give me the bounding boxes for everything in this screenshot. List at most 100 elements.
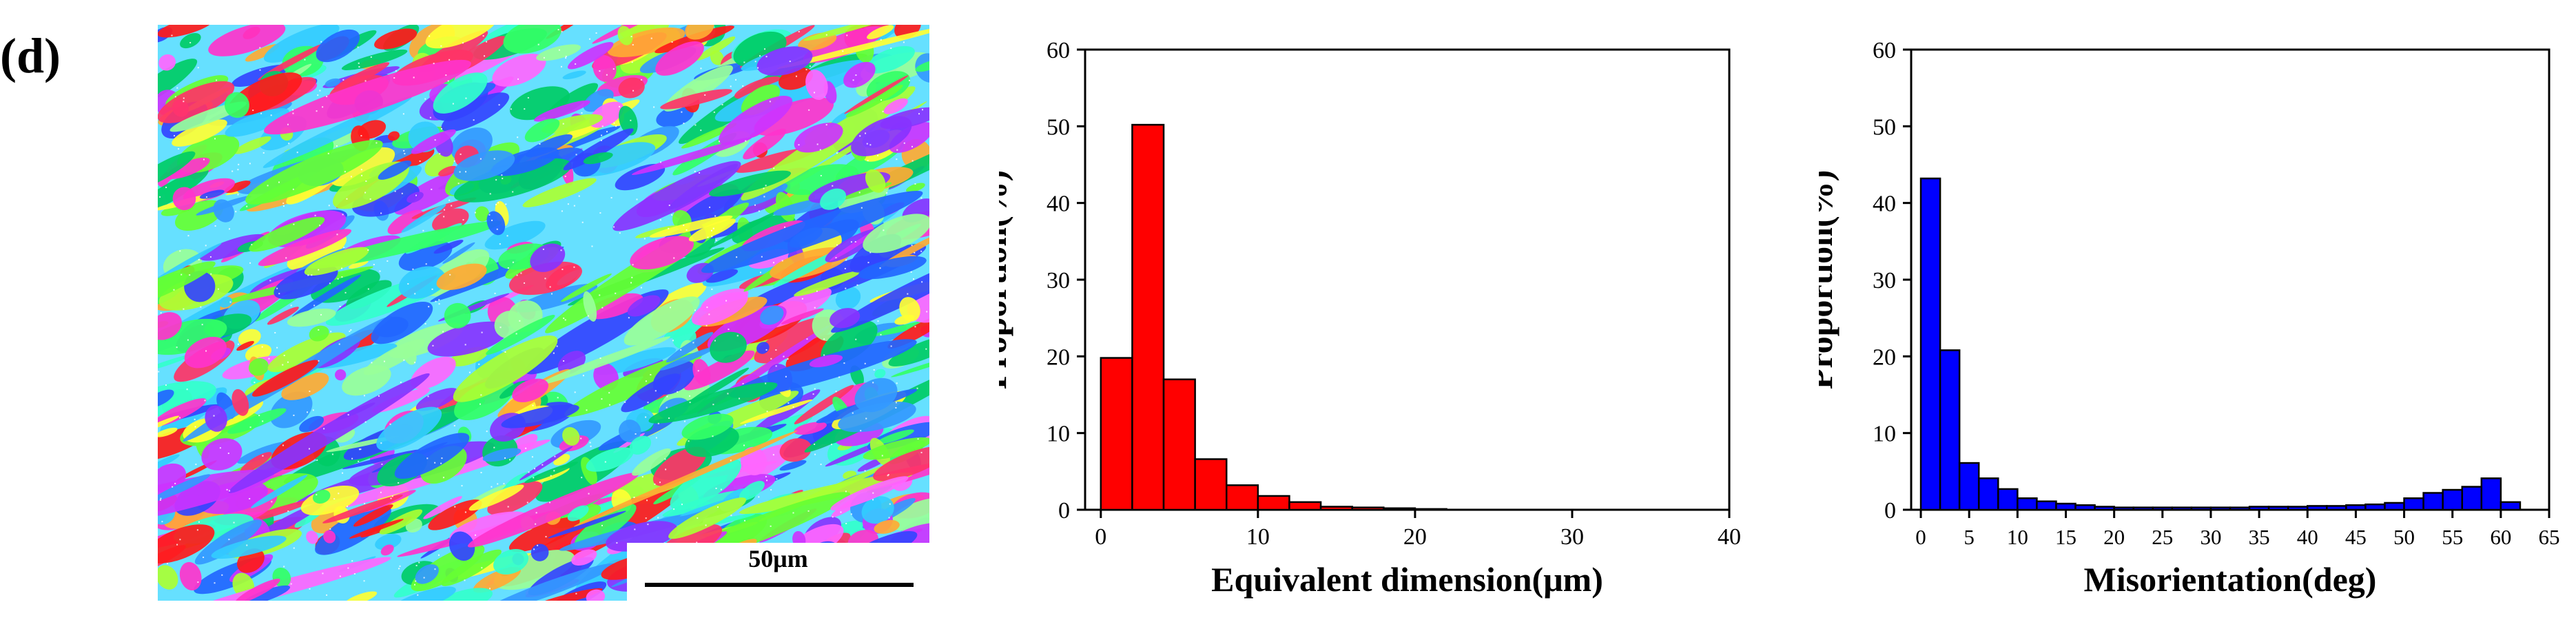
- ebsd-speck: [318, 360, 319, 362]
- ebsd-speck: [816, 291, 818, 292]
- ebsd-speck: [609, 404, 610, 406]
- ebsd-speck: [349, 331, 350, 332]
- ebsd-speck: [602, 125, 604, 127]
- ebsd-speck: [171, 35, 172, 37]
- ebsd-speck: [292, 109, 293, 110]
- ebsd-speck: [422, 230, 424, 231]
- ebsd-speck: [189, 274, 190, 276]
- ebsd-speck: [855, 241, 856, 242]
- ebsd-speck: [309, 391, 310, 392]
- ebsd-speck: [403, 150, 404, 152]
- ebsd-speck: [486, 41, 487, 43]
- ebsd-speck: [246, 545, 247, 546]
- ebsd-speck: [601, 525, 603, 526]
- ebsd-speck: [488, 214, 490, 216]
- ebsd-speck: [371, 362, 372, 363]
- ebsd-speck: [392, 495, 393, 497]
- ebsd-speck: [563, 360, 564, 362]
- ebsd-speck: [711, 230, 712, 231]
- ebsd-speck: [689, 395, 690, 397]
- ebsd-speck: [681, 504, 683, 505]
- ebsd-speck: [706, 307, 708, 308]
- ebsd-speck: [601, 398, 602, 400]
- ebsd-speck: [860, 430, 861, 431]
- ebsd-speck: [449, 59, 450, 61]
- ebsd-speck: [889, 504, 891, 505]
- ebsd-speck: [722, 104, 723, 105]
- ebsd-speck: [340, 306, 341, 307]
- ebsd-speck: [835, 257, 836, 258]
- ebsd-speck: [251, 244, 252, 245]
- ebsd-speck: [599, 70, 600, 72]
- ebsd-speck: [365, 422, 367, 423]
- ebsd-speck: [269, 280, 271, 281]
- ebsd-speck: [907, 293, 908, 295]
- ebsd-speck: [727, 393, 728, 394]
- ebsd-speck: [757, 68, 759, 69]
- ebsd-speck: [653, 106, 655, 107]
- ebsd-speck: [361, 175, 362, 176]
- ebsd-speck: [271, 501, 272, 502]
- ebsd-speck: [759, 55, 761, 56]
- histogram-bar: [2037, 501, 2056, 510]
- y-tick-label: 20: [1873, 344, 1896, 370]
- ebsd-speck: [336, 145, 338, 147]
- histogram-bar: [1352, 508, 1384, 510]
- ebsd-speck: [525, 448, 526, 449]
- ebsd-speck: [714, 340, 716, 342]
- ebsd-speck: [668, 417, 670, 419]
- ebsd-speck: [878, 320, 879, 322]
- ebsd-speck: [761, 256, 763, 258]
- ebsd-speck: [188, 235, 189, 236]
- ebsd-speck: [730, 459, 732, 461]
- ebsd-speck: [391, 497, 392, 499]
- ebsd-speck: [262, 455, 263, 457]
- ebsd-speck: [511, 108, 512, 110]
- ebsd-speck: [504, 457, 506, 459]
- ebsd-speck: [438, 299, 440, 300]
- ebsd-speck: [179, 417, 181, 418]
- ebsd-speck: [249, 262, 251, 264]
- ebsd-speck: [528, 471, 530, 473]
- ebsd-speck: [350, 329, 351, 331]
- ebsd-speck: [642, 476, 643, 477]
- ebsd-speck: [483, 35, 484, 37]
- histogram-bar: [1979, 478, 1998, 510]
- histogram-bar: [2307, 506, 2327, 510]
- ebsd-speck: [558, 29, 559, 30]
- ebsd-speck: [855, 339, 856, 340]
- ebsd-speck: [813, 393, 814, 395]
- ebsd-speck: [575, 593, 577, 594]
- ebsd-speck: [309, 588, 311, 590]
- ebsd-speck: [551, 293, 553, 295]
- ebsd-speck: [228, 453, 229, 454]
- ebsd-speck: [877, 155, 878, 156]
- ebsd-speck: [628, 317, 630, 318]
- ebsd-speck: [509, 459, 511, 460]
- ebsd-speck: [364, 503, 365, 504]
- ebsd-speck: [728, 329, 729, 330]
- histogram-bar: [2076, 505, 2095, 510]
- ebsd-speck: [214, 582, 216, 583]
- ebsd-speck: [432, 289, 433, 290]
- ebsd-speck: [634, 528, 635, 530]
- ebsd-speck: [238, 344, 239, 345]
- ebsd-speck: [808, 110, 810, 111]
- ebsd-speck: [836, 245, 838, 246]
- ebsd-speck: [911, 146, 913, 147]
- ebsd-speck: [666, 396, 668, 397]
- ebsd-speck: [770, 101, 771, 102]
- ebsd-speck: [611, 197, 612, 198]
- ebsd-speck: [538, 44, 539, 45]
- ebsd-speck: [630, 120, 631, 121]
- ebsd-speck: [413, 76, 415, 78]
- ebsd-speck: [588, 316, 589, 317]
- ebsd-speck: [475, 535, 476, 536]
- y-tick-label: 20: [1047, 344, 1070, 370]
- ebsd-speck: [745, 424, 746, 426]
- ebsd-speck: [654, 484, 655, 485]
- ebsd-speck: [533, 548, 535, 550]
- ebsd-speck: [348, 414, 349, 415]
